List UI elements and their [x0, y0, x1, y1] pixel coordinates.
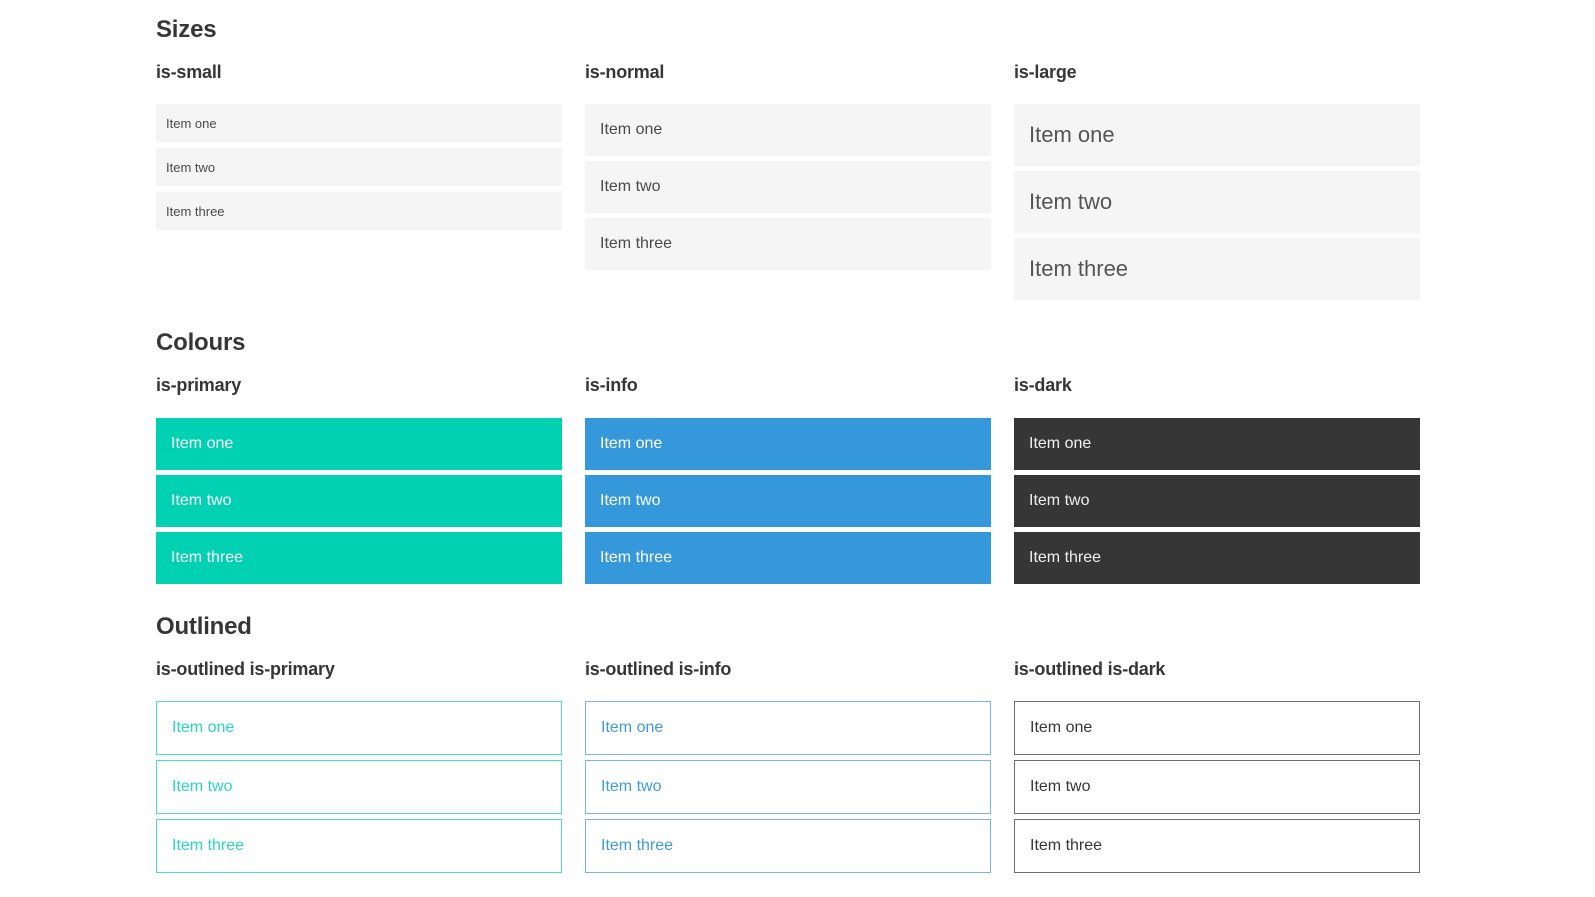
list-item[interactable]: Item one	[585, 417, 991, 470]
list-outlined-primary: Item one Item two Item three	[156, 701, 562, 874]
list-item[interactable]: Item two	[585, 760, 991, 815]
list-item[interactable]: Item three	[1014, 238, 1420, 301]
column-heading: is-primary	[156, 375, 242, 396]
section-title: Sizes	[156, 16, 217, 43]
column-heading: is-outlined is-dark	[1014, 658, 1166, 679]
list-item[interactable]: Item three	[585, 531, 991, 584]
sizes-grid: is-small Item one Item two Item three is…	[156, 62, 1595, 301]
list-normal: Item one Item two Item three	[585, 104, 991, 271]
column-heading: is-info	[585, 375, 638, 396]
list-info: Item one Item two Item three	[585, 417, 991, 584]
list-small: Item one Item two Item three	[156, 104, 562, 231]
column-heading: is-outlined is-primary	[156, 658, 335, 679]
list-item[interactable]: Item three	[1014, 531, 1420, 584]
column-outlined-dark: is-outlined is-dark Item one Item two It…	[1014, 659, 1420, 874]
list-dark: Item one Item two Item three	[1014, 417, 1420, 584]
list-item[interactable]: Item two	[1014, 760, 1420, 815]
column-heading: is-small	[156, 61, 222, 82]
column-heading: is-normal	[585, 61, 665, 82]
column-heading: is-dark	[1014, 375, 1072, 396]
list-item[interactable]: Item three	[585, 218, 991, 271]
list-item[interactable]: Item one	[585, 701, 991, 756]
list-primary: Item one Item two Item three	[156, 417, 562, 584]
list-item[interactable]: Item one	[156, 701, 562, 756]
list-item[interactable]: Item one	[156, 417, 562, 470]
list-item[interactable]: Item two	[156, 760, 562, 815]
section-sizes: Sizes is-small Item one Item two Item th…	[156, 16, 1595, 301]
list-item[interactable]: Item one	[1014, 701, 1420, 756]
list-item[interactable]: Item three	[156, 531, 562, 584]
column-is-dark: is-dark Item one Item two Item three	[1014, 375, 1420, 584]
column-outlined-info: is-outlined is-info Item one Item two It…	[585, 659, 991, 874]
column-outlined-primary: is-outlined is-primary Item one Item two…	[156, 659, 562, 874]
column-heading: is-large	[1014, 61, 1077, 82]
list-item[interactable]: Item two	[156, 148, 562, 187]
list-item[interactable]: Item three	[156, 819, 562, 874]
list-item[interactable]: Item one	[585, 104, 991, 157]
section-title: Outlined	[156, 612, 252, 640]
column-is-large: is-large Item one Item two Item three	[1014, 62, 1420, 301]
section-outlined: Outlined is-outlined is-primary Item one…	[156, 612, 1595, 874]
column-heading: is-outlined is-info	[585, 658, 732, 679]
list-item[interactable]: Item one	[1014, 104, 1420, 167]
colours-grid: is-primary Item one Item two Item three …	[156, 375, 1595, 584]
column-is-primary: is-primary Item one Item two Item three	[156, 375, 562, 584]
list-item[interactable]: Item two	[1014, 171, 1420, 234]
list-item[interactable]: Item one	[156, 104, 562, 143]
list-item[interactable]: Item two	[156, 474, 562, 527]
list-item[interactable]: Item two	[585, 474, 991, 527]
column-is-info: is-info Item one Item two Item three	[585, 375, 991, 584]
list-item[interactable]: Item two	[1014, 474, 1420, 527]
list-item[interactable]: Item three	[1014, 819, 1420, 874]
column-is-small: is-small Item one Item two Item three	[156, 62, 562, 231]
column-is-normal: is-normal Item one Item two Item three	[585, 62, 991, 271]
list-item[interactable]: Item one	[1014, 417, 1420, 470]
list-item[interactable]: Item three	[156, 192, 562, 231]
section-colours: Colours is-primary Item one Item two Ite…	[156, 329, 1595, 584]
section-title: Colours	[156, 329, 246, 357]
list-item[interactable]: Item two	[585, 161, 991, 214]
list-item[interactable]: Item three	[585, 819, 991, 874]
list-large: Item one Item two Item three	[1014, 104, 1420, 301]
outlined-grid: is-outlined is-primary Item one Item two…	[156, 659, 1595, 874]
list-outlined-info: Item one Item two Item three	[585, 701, 991, 874]
list-outlined-dark: Item one Item two Item three	[1014, 701, 1420, 874]
